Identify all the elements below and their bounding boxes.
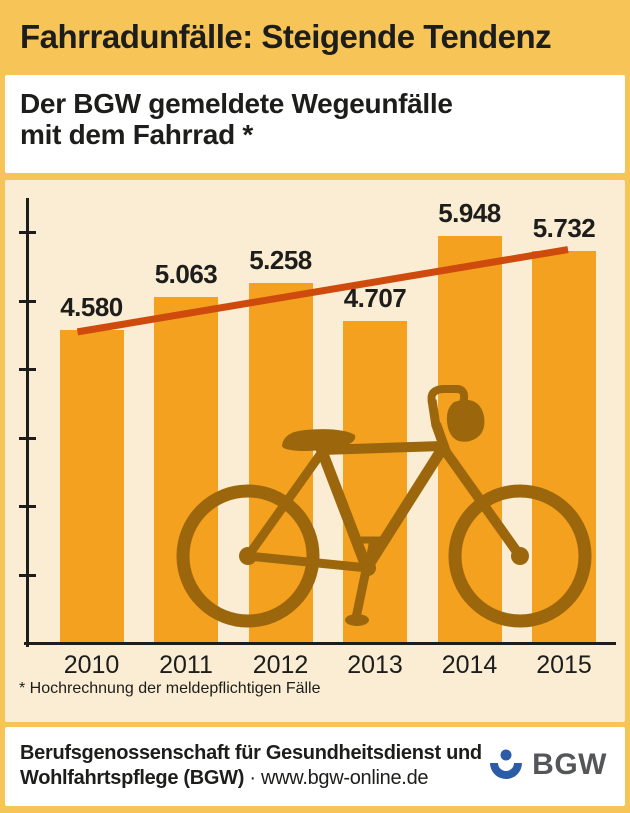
bicycle-rear-wheel [176, 484, 320, 628]
bar-value-label: 4.707 [343, 283, 407, 314]
y-axis-tick [19, 230, 36, 234]
chart-area: * Hochrechnung der meldepflichtigen Fäll… [5, 180, 625, 722]
trend-line-layer [76, 246, 569, 336]
x-tick-label-2015: 2015 [536, 651, 592, 679]
bicycle-saddle [282, 429, 356, 451]
bicycle-front-wheel [448, 484, 592, 628]
bar-value-label: 5.063 [154, 258, 218, 289]
bar-value-label: 4.580 [60, 291, 123, 322]
page-title: Fahrradunfälle: Steigende Tendenz [20, 18, 552, 55]
x-tick-label-2013: 2013 [347, 651, 403, 679]
chart-title-line2: mit dem Fahrrad * [20, 119, 253, 150]
x-tick-label-2011: 2011 [159, 651, 213, 679]
bar-value-label: 5.732 [532, 212, 596, 243]
footer-org-line1: Berufsgenossenschaft für Gesundheitsdien… [20, 742, 482, 764]
bicycle-front-hub [511, 547, 529, 565]
bgw-logo-text: BGW [532, 748, 607, 781]
x-tick-label-2010: 2010 [63, 651, 120, 679]
chart-title: Der BGW gemeldete Wegeunfälle mit dem Fa… [20, 88, 453, 150]
x-tick-label-2012: 2012 [252, 651, 309, 679]
bicycle-icon [176, 385, 592, 628]
subtitle-panel: Der BGW gemeldete Wegeunfälle mit dem Fa… [5, 75, 625, 173]
footer-url: www.bgw-online.de [261, 767, 429, 789]
y-axis-tick [19, 573, 36, 577]
x-axis-line [24, 642, 616, 645]
y-axis-tick [19, 505, 36, 509]
bar-value-label: 5.948 [438, 197, 501, 228]
bar-value-label: 5.258 [249, 245, 312, 276]
bgw-logo-icon [490, 749, 523, 779]
y-axis-tick [19, 436, 36, 440]
footer-org-line2: Wohlfahrtspflege (BGW) · www.bgw-online.… [20, 767, 429, 789]
bicycle-rear-hub [239, 547, 257, 565]
footer-panel: Berufsgenossenschaft für Gesundheitsdien… [5, 727, 625, 806]
x-tick-label-2014: 2014 [441, 651, 498, 679]
bgw-logo: BGW [487, 748, 607, 782]
bar-2010 [59, 329, 124, 644]
y-axis-line [26, 198, 29, 647]
chart-title-line1: Der BGW gemeldete Wegeunfälle [20, 88, 453, 119]
bicycle-handlebar-bag [446, 399, 485, 442]
trend-line [76, 246, 569, 336]
chart-footnote: * Hochrechnung der meldepflichtigen Fäll… [19, 680, 321, 697]
footer-org-text: Berufsgenossenschaft für Gesundheitsdien… [20, 741, 482, 791]
y-axis-tick [19, 368, 36, 372]
bar-2013 [343, 321, 407, 644]
y-axis-tick [19, 299, 36, 303]
